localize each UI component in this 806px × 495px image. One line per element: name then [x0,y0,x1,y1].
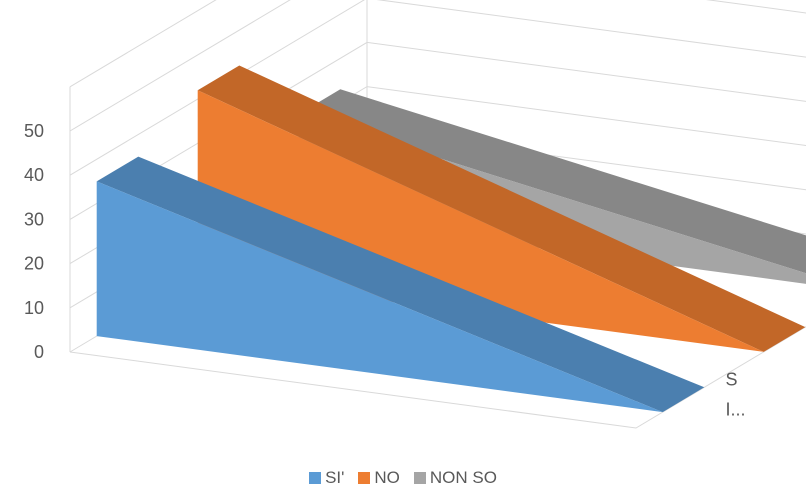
area-top-face [96,156,705,413]
chart-floor [69,326,806,429]
legend-label-non-so: NON SO [429,468,497,487]
y-axis-ticks: 0 10 20 30 40 50 [24,121,44,362]
series-si [96,156,705,413]
legend-swatch-no [358,472,371,484]
floor-edge [69,326,806,429]
grid-line [69,0,806,132]
area-front-face [96,181,663,413]
depth-tick-label: I... [726,400,746,420]
area-top-face [298,89,806,274]
depth-axis-ticks: SI...NONO... [726,370,746,420]
y-tick-label: 20 [24,254,44,274]
depth-tick-label: S [726,370,738,390]
legend-swatch-si [309,472,322,484]
y-tick-label: 10 [24,298,44,318]
chart-legend: SI' NO NON SO [0,466,806,490]
grid-line [69,0,217,88]
area-top-face [197,65,806,352]
y-tick-label: 40 [24,165,44,185]
legend-swatch-non-so [413,472,426,484]
y-tick-label: 0 [34,342,44,362]
chart-series [96,65,806,413]
grid-line [69,0,806,176]
legend-label-si: SI' [325,468,345,487]
y-tick-label: 30 [24,209,44,229]
legend-item-non-so: NON SO [413,468,497,488]
legend-label-no: NO [374,468,400,487]
y-tick-label: 50 [24,121,44,141]
legend-item-no: NO [358,468,400,488]
legend-item-si: SI' [309,468,344,488]
